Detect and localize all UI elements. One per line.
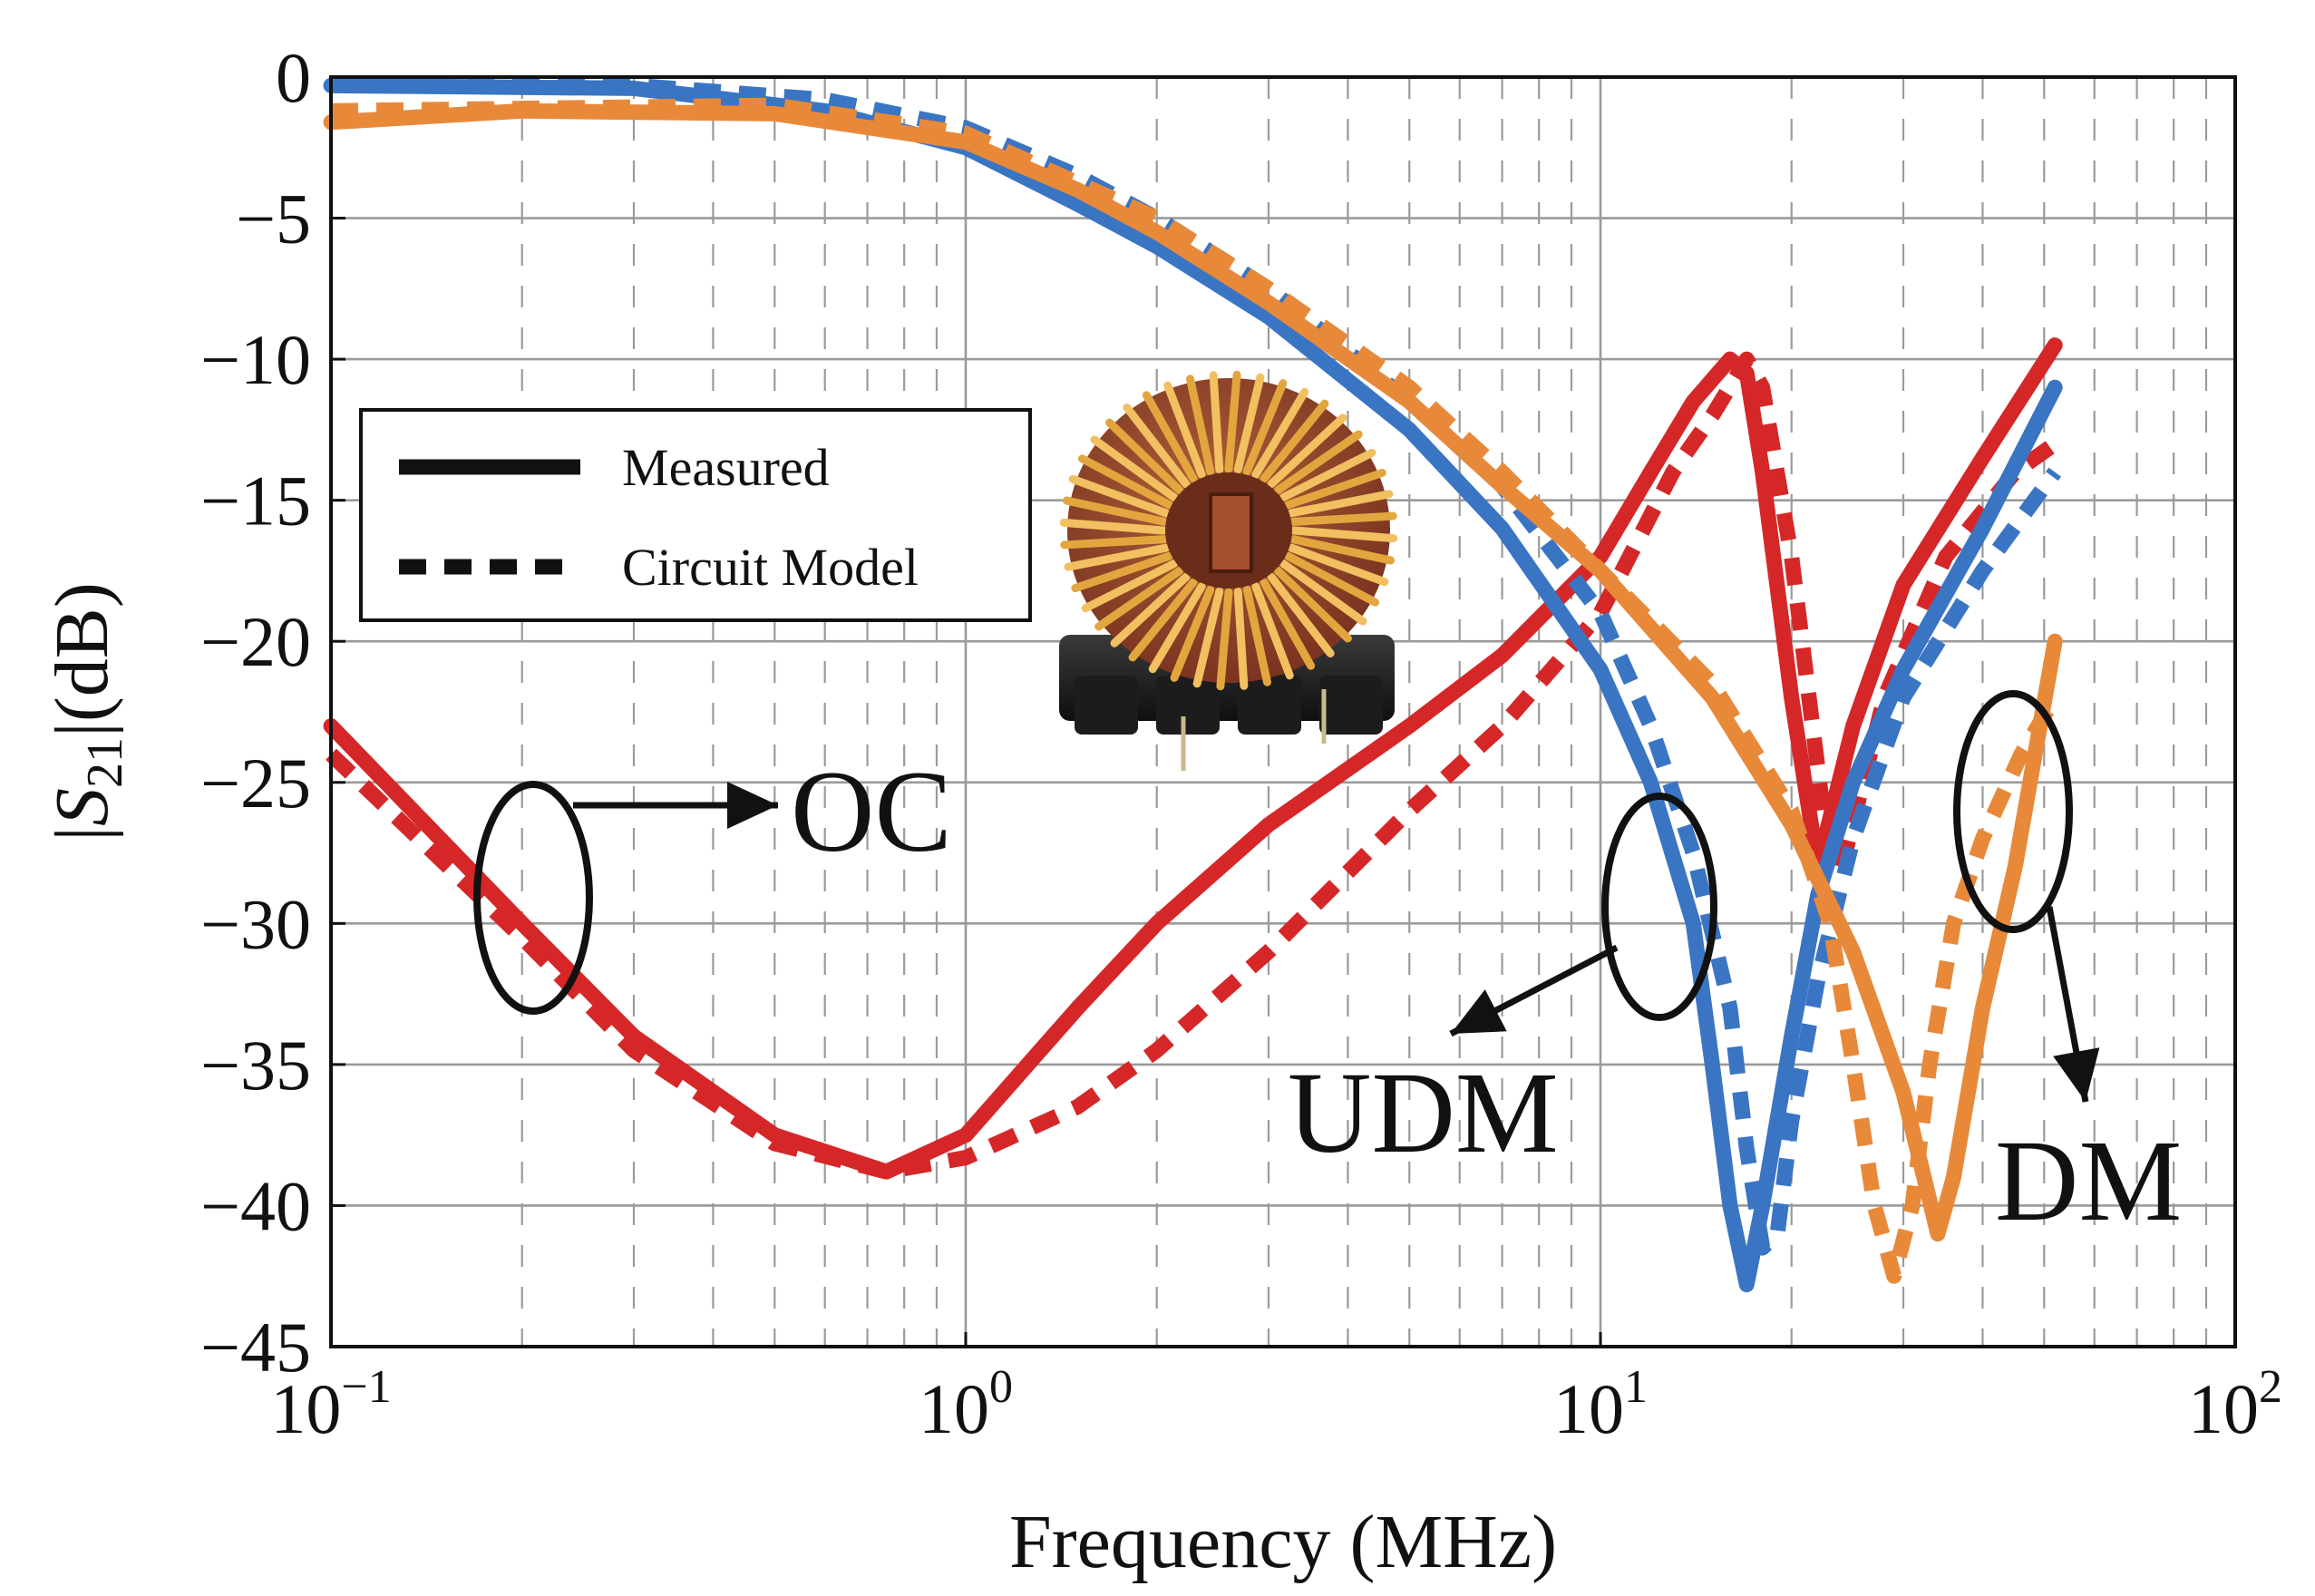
choke-winding [1064,543,1171,571]
udm-measured-line [323,77,2063,1293]
y-tick-label: −30 [200,884,311,963]
choke-winding [1233,373,1265,474]
choke-winding [1233,587,1249,690]
choke-winding [1128,578,1198,662]
choke-winding [1273,567,1352,643]
choke-winding [1289,511,1397,526]
choke-winding [1062,496,1169,526]
dm-arrow-head [2053,1047,2100,1102]
legend-label: Circuit Model [622,538,919,597]
choke-winding [1216,588,1233,691]
choke-winding [1283,468,1386,510]
choke-base-foot [1319,676,1383,735]
choke-winding [1251,582,1294,680]
choke-winding [1081,560,1178,613]
choke-winding [1260,399,1329,483]
choke-winding [1105,418,1184,494]
choke-winding [1090,435,1178,501]
choke-winding [1060,535,1169,550]
x-axis-title: Frequency (MHz) [1009,1500,1557,1584]
oc-model-line [326,351,1838,1180]
choke-winding [1279,448,1376,501]
choke-winding [1186,375,1215,476]
legend-label: Measured [622,438,830,497]
choke-winding [1170,585,1215,682]
x-tick-label: 102 [2188,1361,2282,1448]
choke-winding [1068,474,1171,518]
oc-measured-line [1810,337,2063,875]
annotations: OC UDM DM [473,690,2182,1245]
choke-winding [1242,379,1288,476]
choke-winding [1260,578,1316,670]
y-tick-label: −15 [200,462,311,540]
choke-winding [1142,391,1198,483]
choke-winding [1094,567,1184,631]
legend: Measured Circuit Model [359,408,1032,622]
axes: 10−1 100 101 102 0 −5 −10 −15 −20 −25 −30 −35 −40 −45… [40,38,2282,1584]
choke-winding [1267,414,1347,489]
toroidal-choke-photo [1059,370,1398,771]
y-tick-label: −40 [200,1166,311,1245]
choke-winding [1148,582,1206,674]
udm-arrow-head [1451,989,1507,1034]
choke-winding [1242,585,1271,686]
y-tick-label: −10 [200,320,311,399]
choke-winding [1192,587,1224,688]
choke-winding [1251,387,1309,479]
choke-winding [1163,381,1206,479]
oc-label: OC [791,747,952,876]
y-tick-label: −45 [200,1308,311,1387]
choke-winding [1289,535,1396,565]
udm-ellipse [1601,793,1717,1021]
choke-winding [1224,370,1241,473]
choke-winding [1289,526,1398,543]
choke-winding [1110,572,1191,647]
y-tick-label: −35 [200,1026,311,1105]
choke-winding [1287,490,1394,518]
choke-winding [1059,518,1168,535]
oc-ellipse [473,781,593,1015]
choke-winding [1273,430,1363,494]
choke-winding [1279,560,1367,626]
choke-winding [1077,454,1174,510]
udm-label: UDM [1288,1048,1559,1177]
x-tick-label: 101 [1553,1361,1648,1448]
oc-arrow-head [727,782,778,829]
choke-divider [1209,492,1253,573]
y-tick-label: −20 [200,602,311,681]
x-tick-label: 100 [919,1361,1013,1448]
x-tick-label: 10−1 [270,1361,391,1448]
choke-base-foot [1156,676,1220,735]
y-tick-label: −25 [200,744,311,822]
choke-base-foot [1238,676,1301,735]
plot-frame [329,75,2237,1348]
choke-winding [1123,404,1191,489]
choke-winding [1283,551,1380,607]
series-lines [323,77,2063,1293]
y-axis-title: |S21|(dB) [40,582,133,842]
choke-winding [1267,572,1335,657]
choke-winding [1209,371,1224,474]
legend-box [359,408,1032,622]
y-tick-label: 0 [276,38,311,117]
y-tick-label: −5 [236,180,311,258]
choke-winding [1287,543,1389,587]
dm-model-line [330,97,2062,1284]
dm-ellipse [1953,690,2073,933]
choke-winding [1071,551,1174,593]
choke-base-foot [1075,676,1138,735]
dm-label: DM [1995,1116,2182,1245]
